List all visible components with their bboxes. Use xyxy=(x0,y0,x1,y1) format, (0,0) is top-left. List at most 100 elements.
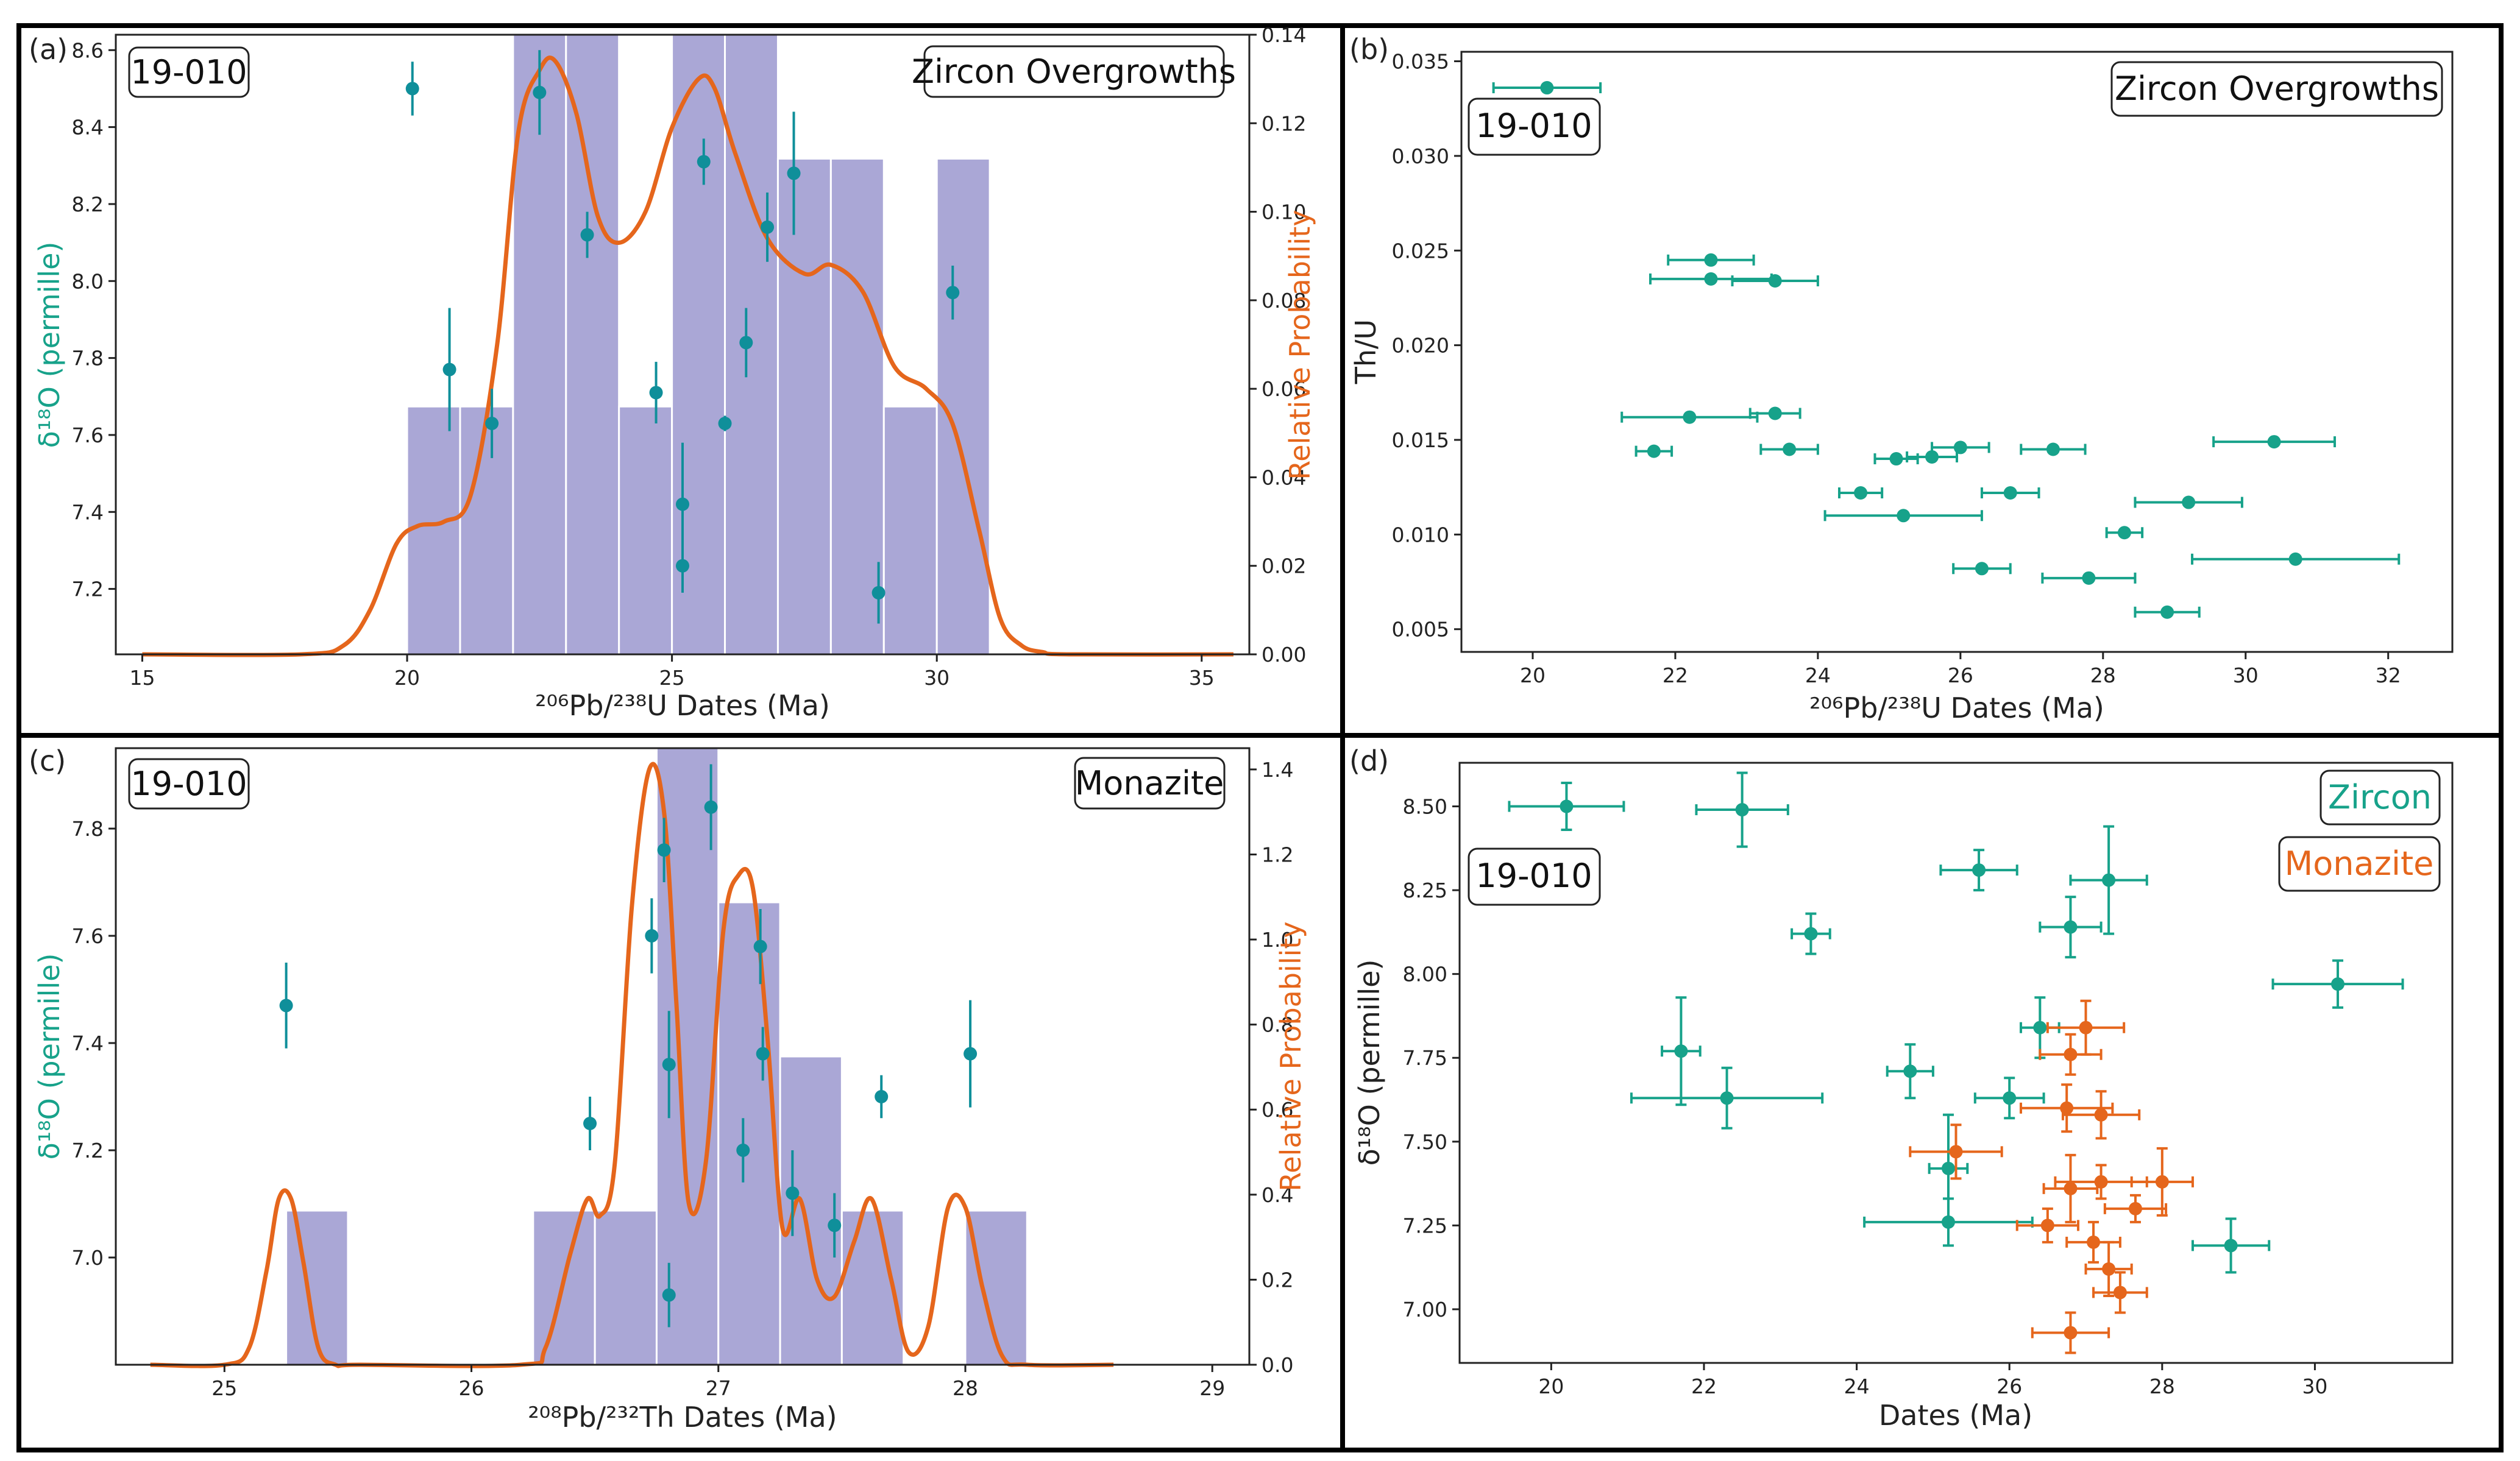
data-point xyxy=(704,800,718,814)
data-point xyxy=(676,559,689,573)
panel-c-y-ticks: 7.0 7.2 7.4 7.6 7.8 xyxy=(72,817,116,1270)
panel-b-mineral-box xyxy=(2110,61,2443,117)
y-tick-label: 8.0 xyxy=(72,269,104,293)
panel-d-sample-label: 19-010 xyxy=(1475,857,1592,895)
data-point xyxy=(875,1090,889,1103)
data-point xyxy=(662,1288,676,1302)
histogram-bar xyxy=(618,405,673,656)
data-point xyxy=(2102,873,2116,887)
data-point xyxy=(2033,1021,2047,1035)
panel-d-axes-frame xyxy=(1458,762,2454,1364)
data-point xyxy=(2082,571,2096,585)
data-point xyxy=(718,416,732,430)
panel-b-x-axis-label: ²⁰⁶Pb/²³⁸U Dates (Ma) xyxy=(1809,692,2104,724)
data-point xyxy=(1925,450,1939,464)
y-tick-label: 0.030 xyxy=(1392,144,1449,168)
data-point xyxy=(1975,562,1989,576)
panel-c-mineral-box xyxy=(1074,757,1226,810)
y-tick-label: 8.4 xyxy=(72,116,104,140)
y-tick-label: 7.6 xyxy=(72,423,104,447)
panel-a-sample-label: 19-010 xyxy=(130,53,247,91)
data-point xyxy=(1953,440,1967,455)
data-point xyxy=(649,386,663,400)
histogram-bar xyxy=(779,1055,843,1366)
panel-c-x-ticks: 25 26 27 28 29 xyxy=(211,1365,1225,1400)
x-tick-label: 32 xyxy=(2376,663,2401,687)
y2-tick-label: 0.02 xyxy=(1262,554,1306,578)
y-tick-label: 7.00 xyxy=(1403,1298,1447,1321)
x-tick-label: 20 xyxy=(1520,663,1546,687)
data-point xyxy=(2094,1108,2108,1122)
data-point xyxy=(2182,495,2196,509)
data-point xyxy=(756,1047,770,1061)
data-point xyxy=(1897,509,1911,523)
data-point xyxy=(279,999,293,1013)
y2-tick-label: 1.4 xyxy=(1262,758,1293,782)
data-point xyxy=(583,1117,597,1130)
y-tick-label: 0.020 xyxy=(1392,334,1449,358)
panel-b-label: (b) xyxy=(1349,33,1389,66)
panel-d-label: (d) xyxy=(1349,745,1389,777)
panel-a-points xyxy=(405,50,960,624)
x-tick-label: 20 xyxy=(1538,1374,1564,1398)
data-point xyxy=(1720,1091,1734,1105)
data-point xyxy=(1735,803,1749,817)
panel-d-y-ticks: 7.00 7.25 7.50 7.75 8.00 8.25 8.50 xyxy=(1403,795,1460,1321)
data-point xyxy=(485,416,499,430)
y-tick-label: 7.4 xyxy=(72,1031,104,1055)
data-point xyxy=(405,82,419,96)
y-tick-label: 8.25 xyxy=(1403,879,1447,902)
data-point xyxy=(1804,927,1818,941)
data-point xyxy=(1949,1145,1963,1159)
panel-c-sample-label: 19-010 xyxy=(130,765,247,803)
y2-tick-label: 0.08 xyxy=(1262,289,1306,313)
panel-a-x-ticks: 15 20 25 30 35 xyxy=(129,654,1215,690)
panel-d: 20 22 24 26 28 30 7.00 7.25 7.50 7.75 8.00 8.25 8.5… xyxy=(1349,745,2454,1432)
data-point xyxy=(2267,435,2281,449)
panel-d-x-axis-label: Dates (Ma) xyxy=(1879,1399,2032,1432)
y2-tick-label: 1.0 xyxy=(1262,928,1293,952)
y-tick-label: 7.25 xyxy=(1403,1214,1447,1237)
data-point xyxy=(787,166,801,180)
x-tick-label: 35 xyxy=(1189,666,1215,690)
data-point xyxy=(1704,253,1718,267)
panel-a-kde-curve xyxy=(142,55,1233,657)
y2-tick-label: 0.00 xyxy=(1262,643,1306,667)
y-tick-label: 8.2 xyxy=(72,193,104,216)
data-point xyxy=(442,363,456,377)
data-point xyxy=(1941,1161,1955,1175)
data-point xyxy=(828,1219,842,1233)
data-point xyxy=(533,85,547,99)
x-tick-label: 29 xyxy=(1199,1376,1225,1400)
panel-c-points xyxy=(279,764,978,1328)
data-point xyxy=(1903,1064,1917,1078)
legend-monazite-label: Monazite xyxy=(2285,844,2434,883)
x-tick-label: 30 xyxy=(2233,663,2259,687)
data-point xyxy=(676,497,689,511)
histogram-bar xyxy=(512,34,567,656)
y2-tick-label: 0.6 xyxy=(1262,1098,1293,1122)
data-point xyxy=(2064,1047,2078,1061)
panel-b-axes-frame xyxy=(1460,51,2454,653)
y-tick-label: 8.6 xyxy=(72,38,104,62)
histogram-bar xyxy=(594,1209,658,1366)
y2-tick-label: 0.06 xyxy=(1262,377,1306,401)
panel-d-x-ticks: 20 22 24 26 28 30 xyxy=(1538,1363,2327,1398)
data-point xyxy=(1560,799,1574,813)
data-point xyxy=(2288,552,2302,566)
y-tick-label: 7.75 xyxy=(1403,1046,1447,1070)
x-tick-label: 27 xyxy=(706,1376,731,1400)
x-tick-label: 25 xyxy=(211,1376,237,1400)
data-point xyxy=(786,1186,800,1200)
histogram-bar xyxy=(459,405,514,656)
panel-a-histogram xyxy=(406,34,991,656)
x-tick-label: 26 xyxy=(1996,1374,2022,1398)
panel-c-axes-frame xyxy=(115,747,1251,1366)
data-point xyxy=(871,585,886,600)
x-tick-label: 22 xyxy=(1691,1374,1717,1398)
panel-a-mineral-box xyxy=(923,45,1225,98)
data-point xyxy=(697,155,711,169)
data-point xyxy=(2064,1326,2078,1340)
